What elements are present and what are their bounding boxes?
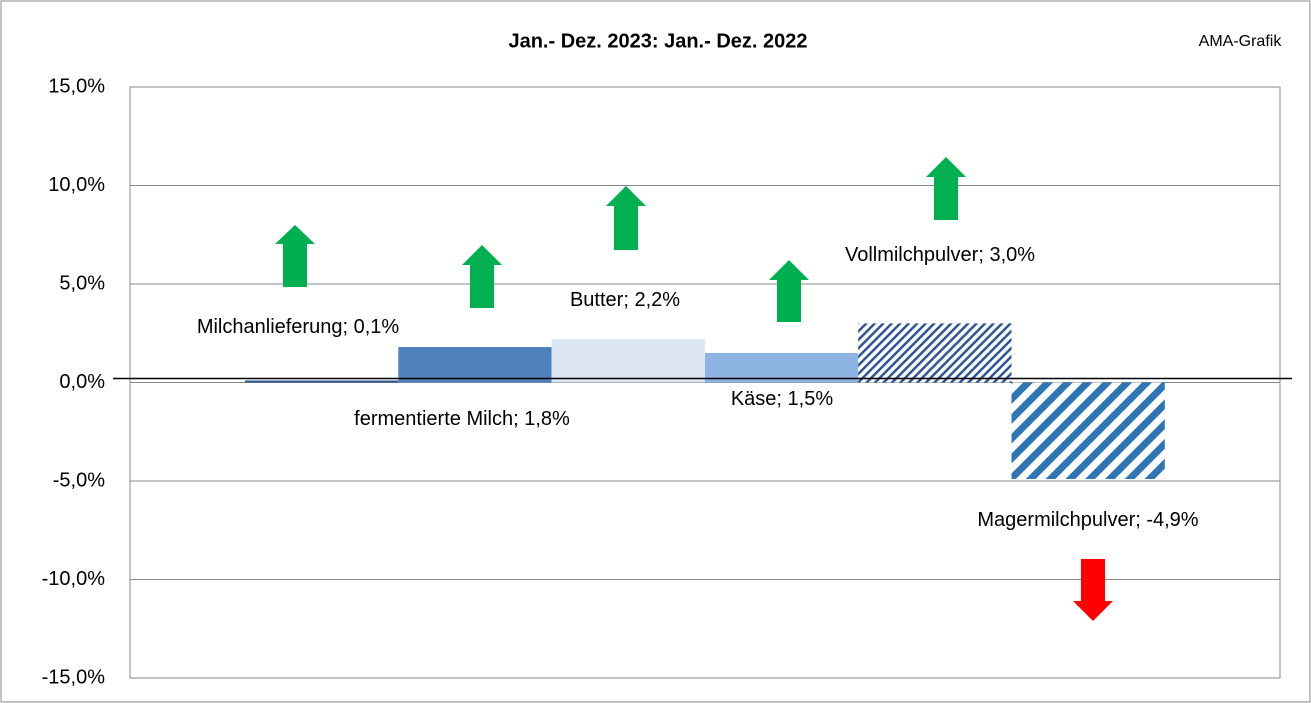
chart-title: Jan.- Dez. 2023: Jan.- Dez. 2022 [508, 30, 807, 52]
bar [858, 323, 1012, 383]
data-label: fermentierte Milch; 1,8% [354, 408, 570, 430]
up-arrow [769, 260, 809, 322]
bar [704, 352, 859, 383]
up-arrow [926, 157, 966, 220]
grid: -15,0% -10,0% -5,0% 0,0% 5,0% 10,0% 15,0% [42, 75, 1281, 688]
bar [1011, 382, 1165, 480]
y-tick-label: 10,0% [48, 174, 105, 196]
arrows [275, 157, 1113, 621]
bar [245, 380, 399, 383]
data-label: Butter; 2,2% [569, 289, 681, 311]
y-tick-label: -5,0% [53, 469, 105, 491]
up-arrow [606, 186, 646, 250]
data-label: Vollmilchpulver; 3,0% [844, 244, 1036, 266]
source-label: AMA-Grafik [1199, 33, 1283, 50]
y-tick-label: 15,0% [48, 75, 105, 97]
y-tick-label: 0,0% [59, 371, 105, 393]
data-label: Käse; 1,5% [730, 388, 834, 410]
y-tick-label: -15,0% [42, 666, 106, 688]
data-label: Milchanlieferung; 0,1% [196, 316, 400, 338]
y-tick-label: 5,0% [59, 272, 105, 294]
up-arrow [462, 245, 502, 308]
bars [245, 323, 1165, 480]
y-tick-label: -10,0% [42, 568, 106, 590]
up-arrow [275, 225, 315, 287]
down-arrow [1073, 559, 1113, 621]
bar [398, 347, 552, 383]
bar [551, 339, 705, 383]
data-label: Magermilchpulver; -4,9% [977, 509, 1199, 531]
